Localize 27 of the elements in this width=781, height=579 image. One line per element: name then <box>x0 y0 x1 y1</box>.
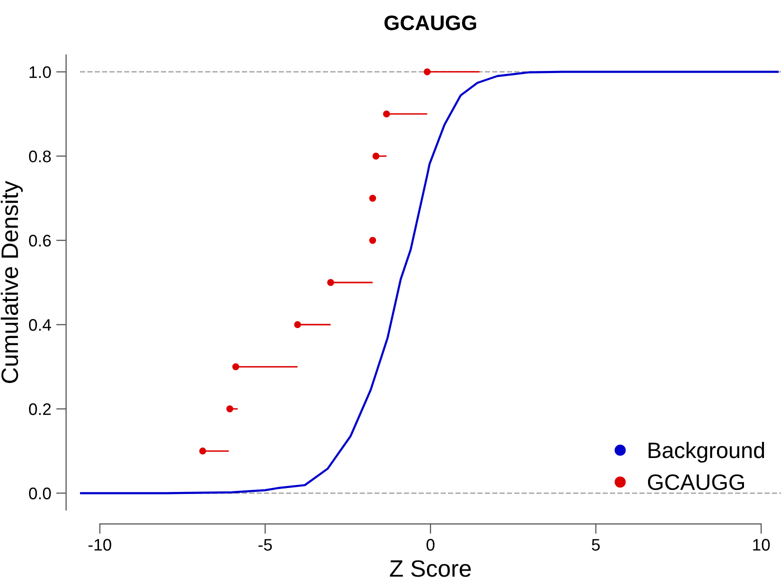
point <box>232 363 240 370</box>
x-tick-label: 5 <box>592 539 600 551</box>
point <box>294 321 302 328</box>
line-series <box>80 70 779 494</box>
point <box>369 194 376 202</box>
y-tick-label: 0.6 <box>29 234 51 247</box>
point <box>383 110 390 118</box>
point <box>372 152 380 160</box>
legend-label: GCAUGG <box>648 474 744 490</box>
legend-label: Background <box>648 442 764 463</box>
y-tick-label: 0.8 <box>29 150 51 162</box>
x-tick-label: -10 <box>88 538 112 551</box>
y-tick-label: 1.0 <box>30 66 51 78</box>
y-tick-label: 0.4 <box>29 319 52 331</box>
point <box>199 448 206 454</box>
x-axis-title: Z Score <box>390 560 471 577</box>
y-axis-title: Cumulative Density <box>0 180 23 383</box>
y-tick-label: 0.2 <box>29 403 51 416</box>
point <box>327 279 334 286</box>
point <box>226 405 234 412</box>
x-tick-label: -5 <box>258 539 272 551</box>
point <box>424 68 431 76</box>
chart-title: GCAUGG <box>384 15 476 30</box>
x-tick-label: 0 <box>426 538 434 551</box>
point <box>369 236 376 244</box>
y-tick-label: 0.0 <box>29 488 51 500</box>
x-tick-label: 10 <box>753 538 770 551</box>
